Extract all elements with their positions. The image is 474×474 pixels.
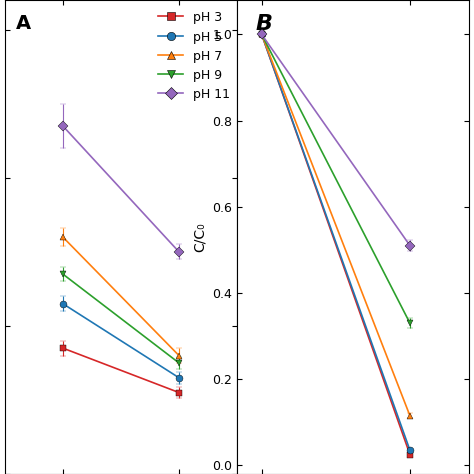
Text: B: B <box>255 14 273 34</box>
Y-axis label: C/C₀: C/C₀ <box>192 222 207 252</box>
Legend: pH 3, pH 5, pH 7, pH 9, pH 11: pH 3, pH 5, pH 7, pH 9, pH 11 <box>154 6 236 106</box>
Text: A: A <box>16 14 31 33</box>
